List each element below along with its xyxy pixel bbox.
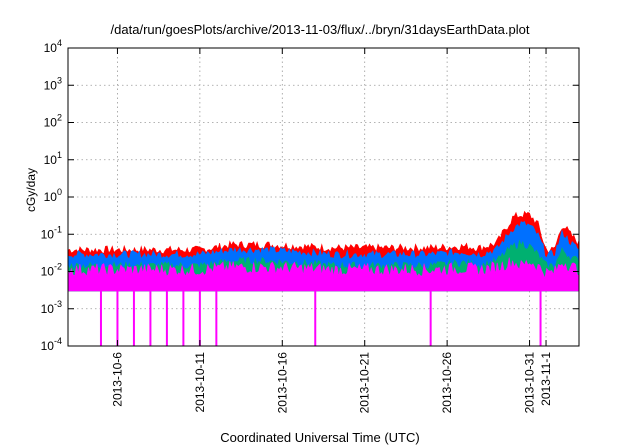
- y-tick-label: 100: [44, 187, 62, 204]
- y-tick-label: 104: [44, 38, 62, 55]
- y-tick-exponent: 2: [57, 113, 62, 123]
- x-tick-label: 2013-10-21: [358, 352, 372, 414]
- x-tick-label: 2013-10-26: [440, 352, 454, 414]
- y-tick-label: 10-1: [41, 224, 62, 241]
- y-tick-label: 10-3: [41, 299, 62, 316]
- series-band: [67, 257, 580, 292]
- x-axis: 2013-10-6 2013-10-11 2013-10-16 2013-10-21 2…: [110, 48, 553, 413]
- y-tick-label: 10-4: [41, 336, 62, 353]
- y-tick-exponent: 0: [57, 187, 62, 197]
- y-tick-exponent: -1: [54, 224, 62, 234]
- x-tick-label: 2013-11-1: [539, 352, 553, 406]
- y-tick-exponent: -4: [54, 336, 62, 346]
- series-layer: [67, 210, 580, 292]
- x-tick-label: 2013-10-11: [193, 352, 207, 413]
- y-tick-exponent: 3: [57, 75, 62, 85]
- y-axis-title: cGy/day: [24, 168, 38, 213]
- x-tick-label: 2013-10-16: [275, 352, 289, 414]
- y-tick-exponent: 4: [57, 38, 62, 48]
- y-tick-label: 102: [44, 113, 62, 130]
- chart-title: /data/run/goesPlots/archive/2013-11-03/f…: [110, 22, 530, 37]
- x-tick-label: 2013-10-6: [110, 352, 124, 407]
- y-tick-exponent: 1: [57, 150, 62, 160]
- x-axis-title: Coordinated Universal Time (UTC): [220, 430, 420, 445]
- x-tick-label: 2013-10-31: [523, 352, 537, 414]
- y-tick-exponent: -3: [54, 299, 62, 309]
- grid-lines: [68, 48, 579, 346]
- dropout-layer: [99, 290, 542, 346]
- y-tick-label: 101: [44, 150, 62, 167]
- y-tick-label: 103: [44, 75, 62, 92]
- y-tick-label: 10-2: [41, 262, 62, 279]
- y-tick-exponent: -2: [54, 262, 62, 272]
